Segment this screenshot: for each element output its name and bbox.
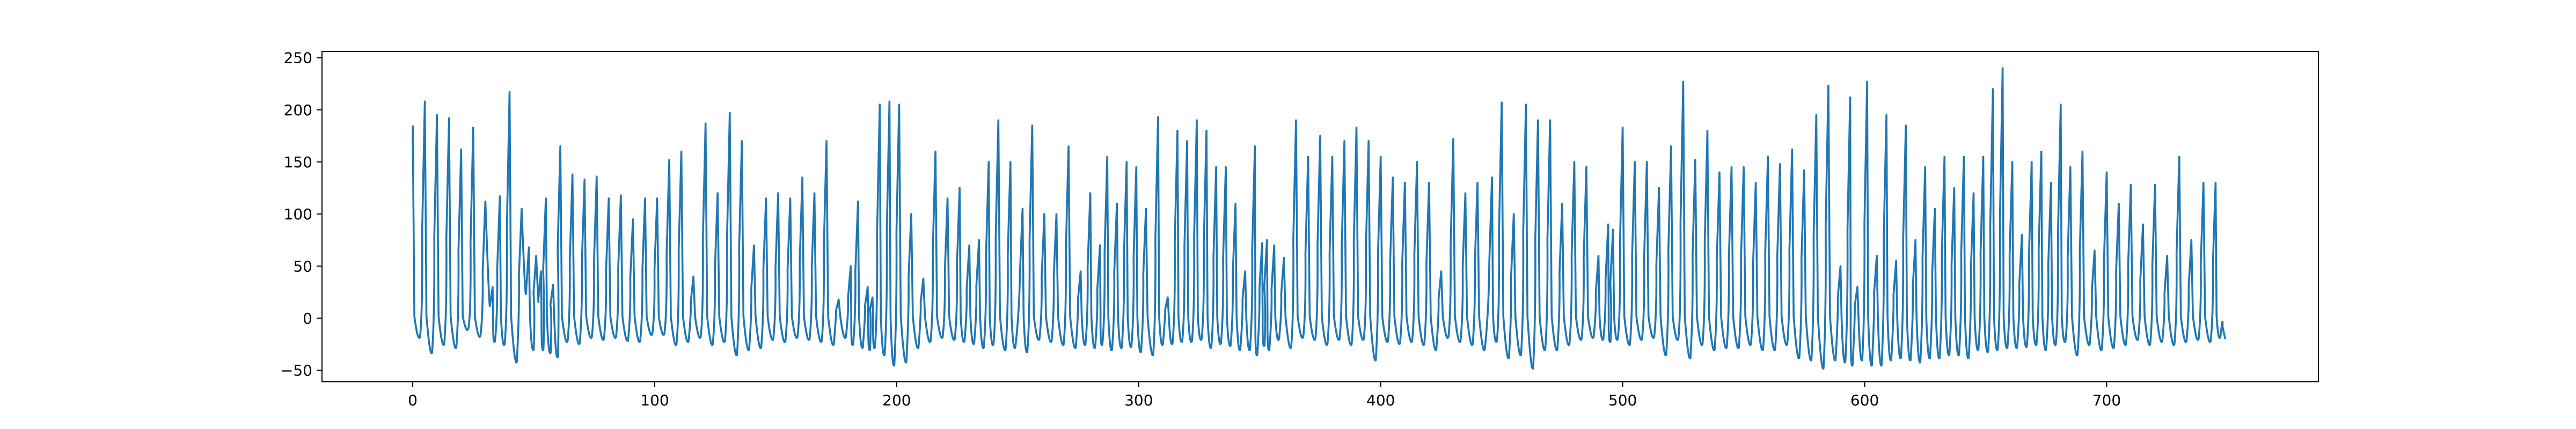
y-tick-label: 50: [293, 257, 312, 275]
x-tick-label: 400: [1366, 391, 1395, 409]
x-tick-label: 300: [1124, 391, 1153, 409]
y-tick-label: 100: [284, 205, 312, 223]
x-tick-label: 100: [640, 391, 669, 409]
y-tick-label: 150: [284, 153, 312, 171]
series-layer: [412, 67, 2227, 370]
series-line: [412, 67, 2227, 370]
y-tick-label: 250: [284, 49, 312, 67]
plot-area-frame: [321, 51, 2319, 382]
y-tick-label: 200: [284, 101, 312, 119]
y-tick-label: −50: [281, 362, 312, 380]
x-axis: 0 100 200 300 400 500 600 700: [408, 382, 2121, 409]
x-tick-label: 500: [1608, 391, 1637, 409]
y-tick-label: 0: [303, 309, 312, 327]
y-axis: −50 0 50 100 150 200 250: [281, 49, 322, 380]
x-tick-label: 600: [1850, 391, 1879, 409]
x-tick-label: 700: [2092, 391, 2121, 409]
x-tick-label: 200: [882, 391, 911, 409]
x-tick-label: 0: [408, 391, 418, 409]
